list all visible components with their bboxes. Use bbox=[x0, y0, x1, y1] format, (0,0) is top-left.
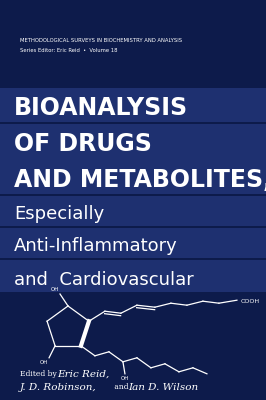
Text: and  Cardiovascular: and Cardiovascular bbox=[14, 271, 194, 289]
Text: BIOANALYSIS: BIOANALYSIS bbox=[14, 96, 188, 120]
Bar bbox=[0, 88, 266, 122]
Bar bbox=[0, 160, 266, 194]
Text: Eric Reid,: Eric Reid, bbox=[57, 370, 109, 379]
Text: and: and bbox=[112, 383, 129, 391]
Text: J. D. Robinson,: J. D. Robinson, bbox=[20, 383, 97, 392]
Bar bbox=[0, 196, 266, 226]
Text: COOH: COOH bbox=[241, 299, 260, 304]
Text: Series Editor: Eric Reid  •  Volume 18: Series Editor: Eric Reid • Volume 18 bbox=[20, 48, 118, 53]
Text: Anti-Inflammatory: Anti-Inflammatory bbox=[14, 237, 178, 255]
Text: METHODOLOGICAL SURVEYS IN BIOCHEMISTRY AND ANALYSIS: METHODOLOGICAL SURVEYS IN BIOCHEMISTRY A… bbox=[20, 38, 182, 43]
Bar bbox=[0, 124, 266, 160]
Text: OF DRUGS: OF DRUGS bbox=[14, 132, 152, 156]
Bar bbox=[0, 228, 266, 258]
Bar bbox=[0, 260, 266, 292]
Text: Edited by: Edited by bbox=[20, 370, 57, 378]
Text: Ian D. Wilson: Ian D. Wilson bbox=[128, 383, 198, 392]
Text: AND METABOLITES,: AND METABOLITES, bbox=[14, 168, 266, 192]
Text: OH: OH bbox=[121, 376, 129, 381]
Text: OH: OH bbox=[51, 287, 59, 292]
Text: OH: OH bbox=[40, 360, 48, 365]
Text: Especially: Especially bbox=[14, 205, 104, 223]
